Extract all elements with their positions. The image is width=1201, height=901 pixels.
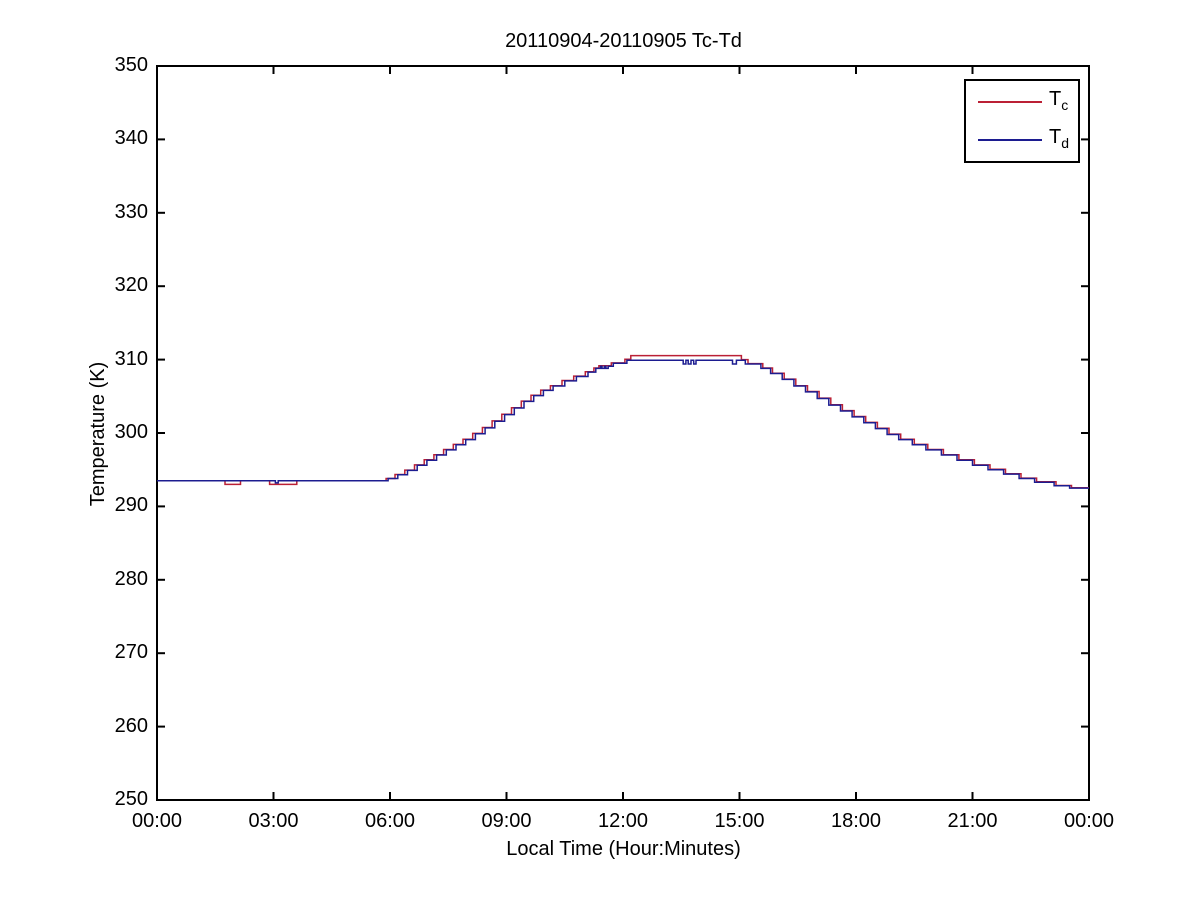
legend-label-tc-main: T [1049, 87, 1062, 110]
series-lines [157, 354, 1089, 489]
legend-line-tc [978, 100, 1042, 103]
y-tick-label: 270 [114, 641, 148, 664]
legend: Tc Td [964, 79, 1080, 163]
legend-item-td: Td [966, 122, 1078, 158]
series-line-tc [157, 354, 1089, 489]
x-tick-label: 09:00 [481, 810, 532, 832]
y-axis-label: Temperature (K) [87, 361, 109, 507]
legend-label-tc-sub: c [1061, 96, 1069, 113]
x-tick-label: 00:00 [1063, 810, 1115, 832]
y-tick-label: 320 [114, 274, 148, 297]
y-tick-label: 290 [114, 494, 148, 517]
legend-label-td-main: T [1049, 126, 1062, 149]
x-tick-label: 15:00 [714, 810, 765, 832]
series-line-td [157, 359, 1089, 489]
x-tick-label: 18:00 [830, 810, 882, 832]
plot-border [156, 65, 1090, 801]
y-tick-label: 350 [114, 54, 148, 76]
y-tick-label: 330 [114, 200, 148, 223]
axis-frame [156, 65, 1090, 801]
chart-title: 20110904-20110905 Tc-Td [505, 30, 742, 52]
y-tick-label: 300 [114, 421, 148, 443]
x-tick-label: 21:00 [947, 810, 998, 832]
x-tick-label: 00:00 [131, 810, 183, 832]
x-tick-label: 06:00 [364, 810, 416, 832]
y-tick-label: 310 [114, 347, 148, 370]
x-tick-label: 03:00 [248, 810, 299, 832]
x-axis-label: Local Time (Hour:Minutes) [506, 838, 741, 860]
legend-item-tc: Tc [966, 84, 1078, 120]
legend-label-td: Td [1049, 127, 1069, 153]
legend-label-tc: Tc [1049, 89, 1068, 115]
x-tick-label: 12:00 [597, 810, 649, 832]
y-tick-label: 250 [114, 788, 148, 810]
legend-label-td-sub: d [1061, 135, 1070, 152]
y-tick-label: 340 [114, 127, 148, 150]
y-tick-label: 280 [114, 567, 148, 590]
y-tick-label: 260 [114, 714, 148, 737]
legend-line-td [978, 139, 1042, 142]
